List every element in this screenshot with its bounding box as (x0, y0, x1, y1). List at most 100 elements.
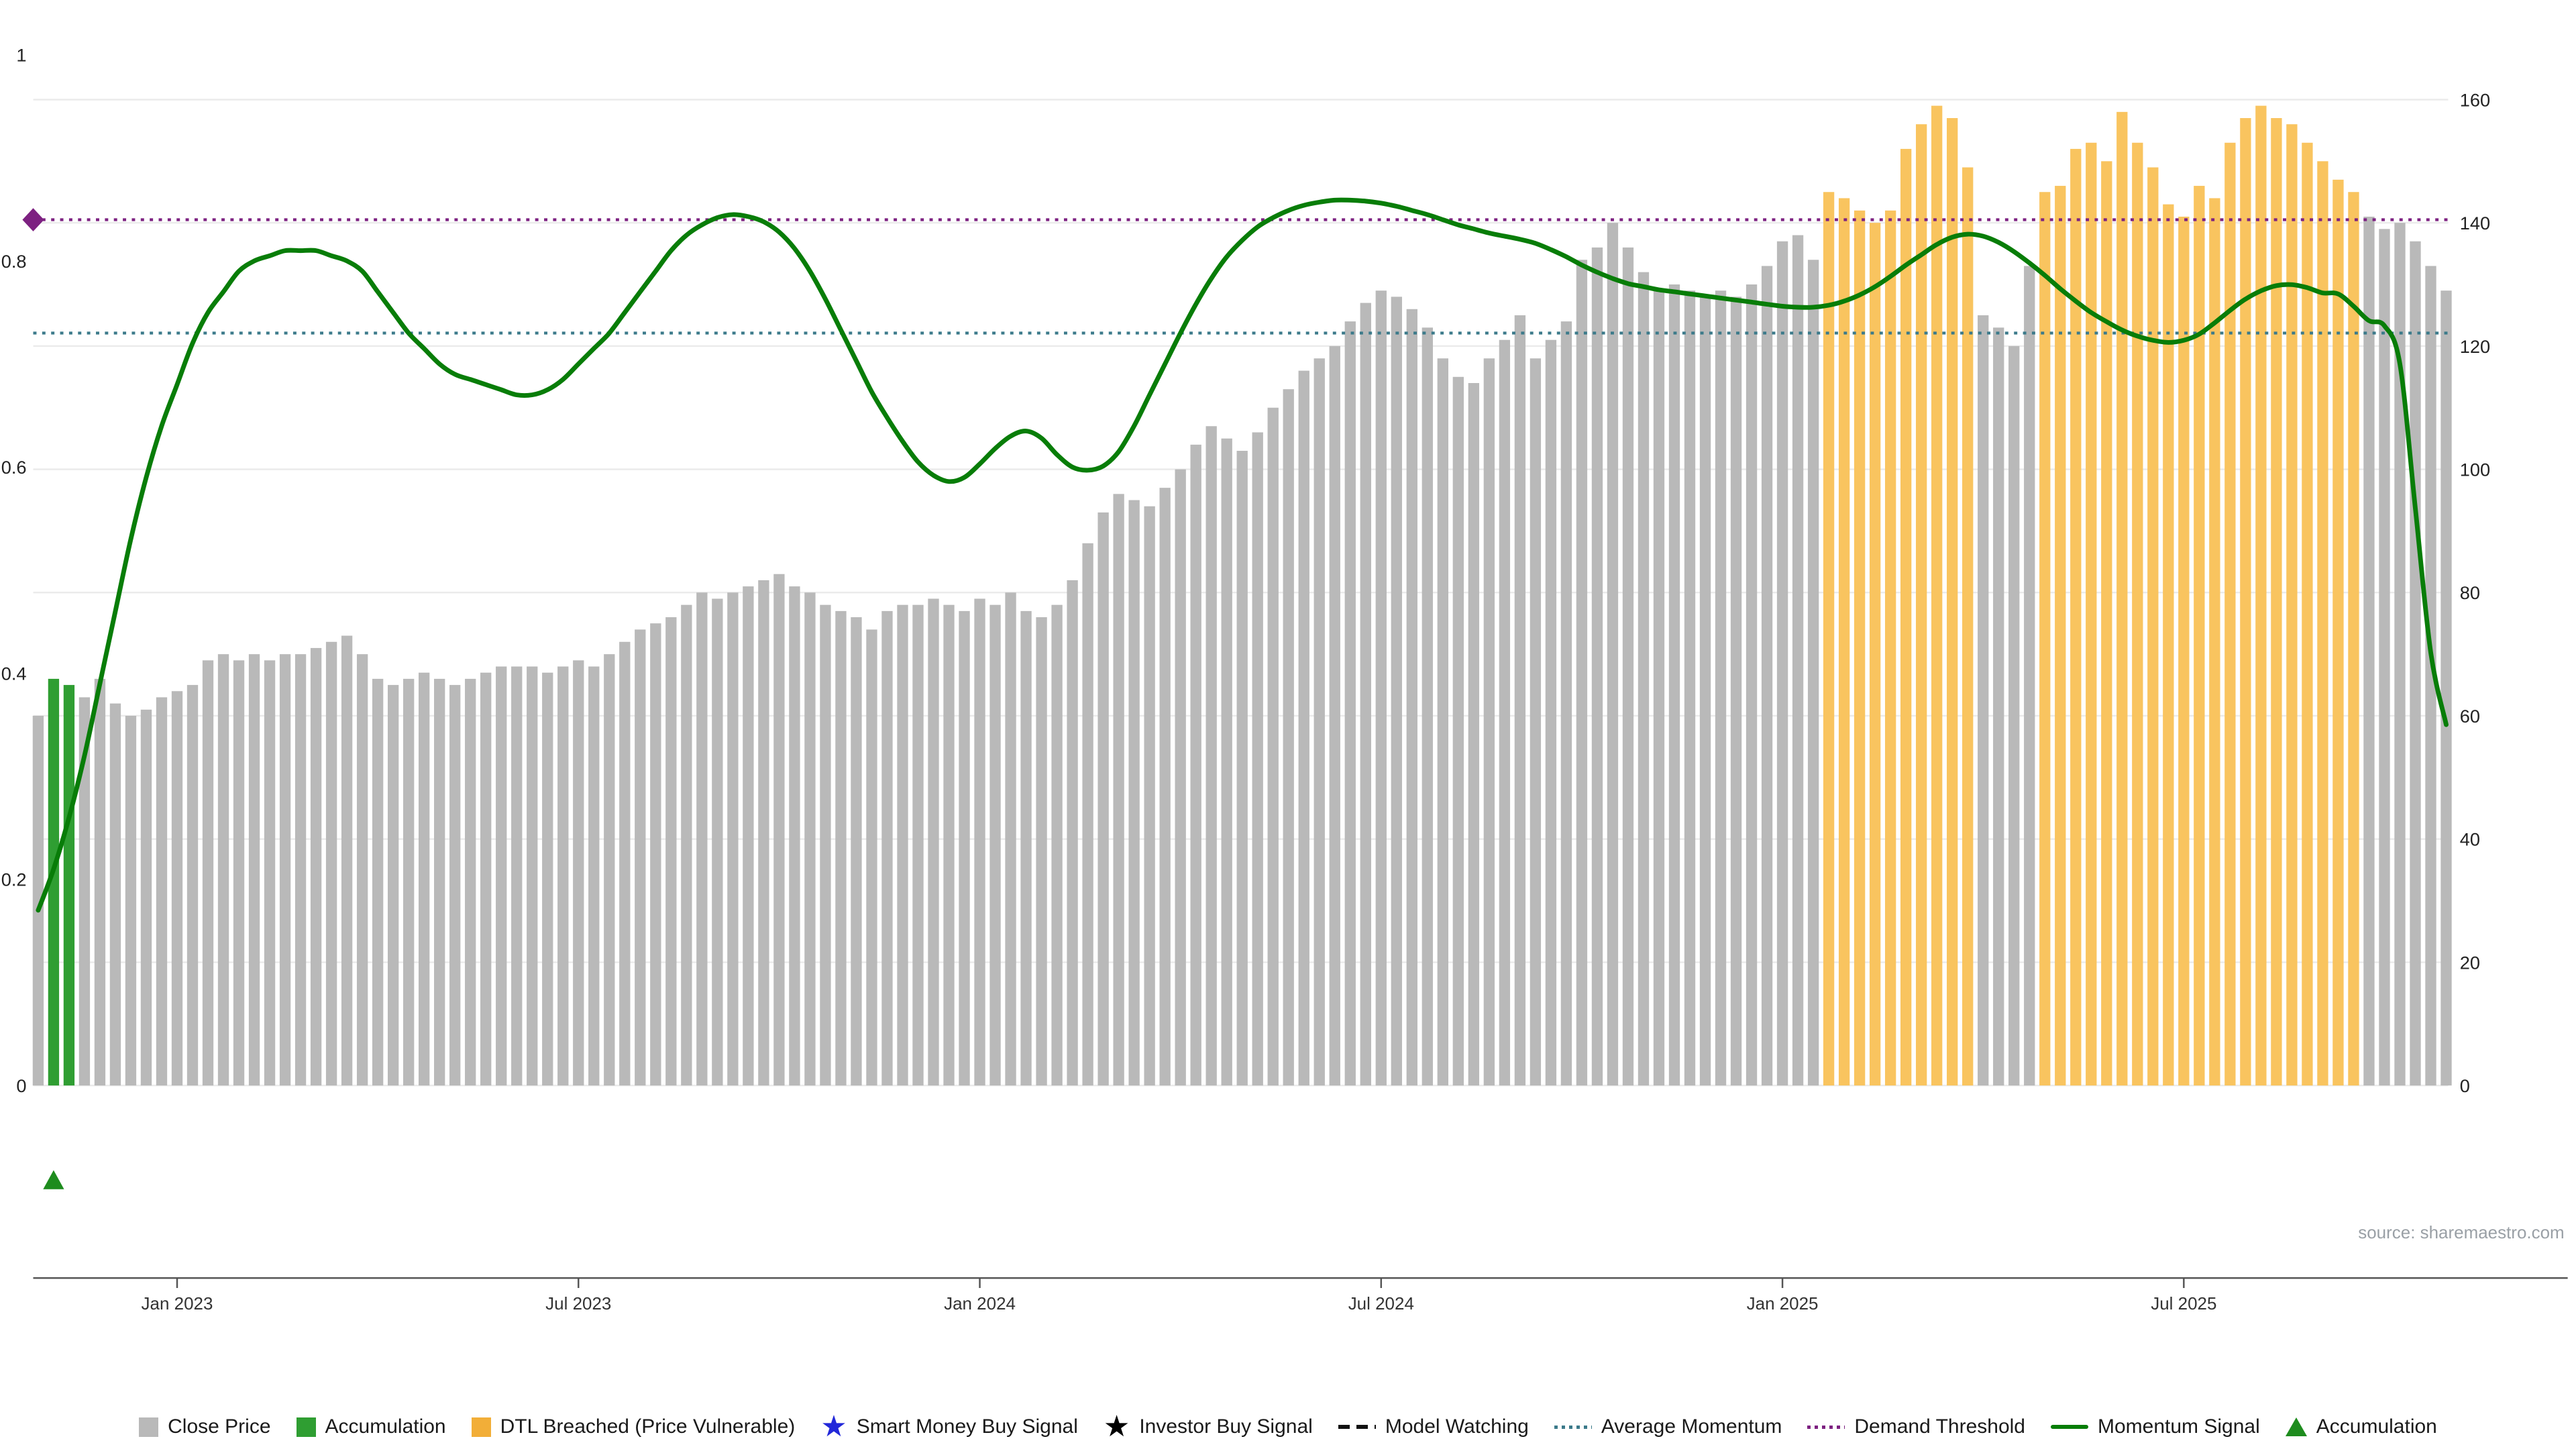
legend-label: Momentum Signal (2097, 1415, 2260, 1438)
close-price-bar (1684, 290, 1696, 1086)
close-price-bar (449, 685, 461, 1086)
close-price-bar (989, 604, 1001, 1086)
right-axis-label: 100 (2460, 460, 2490, 480)
close-price-bar (1360, 303, 1371, 1086)
close-price-bar (2008, 345, 2020, 1086)
accumulation-bar (48, 678, 60, 1086)
close-price-bar (294, 654, 307, 1086)
close-price-bar (1344, 321, 1356, 1086)
close-price-bar (2410, 241, 2421, 1086)
legend-item-accumulation-1: Accumulation (296, 1415, 446, 1438)
right-axis-label: 120 (2460, 336, 2490, 357)
momentum-signal-line (36, 197, 2449, 913)
close-price-bar (341, 635, 353, 1086)
close-price-bar (1020, 610, 1032, 1086)
left-axis-label: 0.2 (1, 869, 27, 890)
dtl-breached-bar (1838, 198, 1850, 1086)
close-price-bar (943, 604, 955, 1086)
close-price-bar (588, 666, 600, 1086)
legend-item-investor-buy-signal-4: ★ Investor Buy Signal (1104, 1412, 1313, 1442)
close-price-bar (820, 604, 831, 1086)
close-price-bar (1236, 451, 1248, 1086)
close-price-bar (557, 666, 569, 1086)
close-price-bar (696, 592, 708, 1086)
legend-label: DTL Breached (Price Vulnerable) (500, 1415, 796, 1438)
dtl-breached-bar (2070, 148, 2082, 1086)
close-price-bar (712, 598, 723, 1086)
close-price-bar (1375, 290, 1387, 1086)
legend-item-average-momentum-6: Average Momentum (1554, 1415, 1782, 1438)
close-price-bar (356, 654, 368, 1086)
blue-star-icon: ★ (820, 1410, 847, 1443)
legend-item-accumulation-9: Accumulation (2285, 1415, 2437, 1438)
close-price-bar (527, 666, 538, 1086)
close-price-bar (1560, 321, 1572, 1086)
dtl-breached-bar (1869, 223, 1881, 1086)
dotted-teal-line-icon (1554, 1425, 1592, 1429)
accumulation-triangle-icon (43, 1170, 64, 1189)
legend-label: Average Momentum (1601, 1415, 1782, 1438)
close-price-bar (573, 660, 584, 1086)
close-price-bar (1421, 327, 1433, 1086)
momentum-line-icon (2050, 1425, 2088, 1429)
close-price-bar (1283, 389, 1294, 1086)
close-price-bar (1746, 284, 1758, 1086)
close-price-bar (1607, 223, 1619, 1086)
right-axis-label: 140 (2460, 213, 2490, 233)
dtl-breached-bar (2116, 111, 2128, 1086)
close-price-bar (171, 691, 183, 1086)
close-price-bar (248, 654, 260, 1086)
close-price-bar (1468, 383, 1480, 1086)
close-price-bar (665, 617, 677, 1086)
close-price-bar (94, 678, 106, 1086)
close-price-bar (727, 592, 739, 1086)
close-price-bar (635, 629, 646, 1086)
close-price-bar (1159, 488, 1171, 1086)
dotted-purple-line-icon (1807, 1425, 1845, 1429)
left-axis-label: 0.4 (1, 663, 27, 684)
close-price-bar (1761, 266, 1773, 1086)
dtl-breached-bar (1931, 105, 1943, 1086)
close-price-bar (1638, 272, 1650, 1086)
close-price-bar (480, 672, 492, 1086)
close-price-bar (1452, 376, 1464, 1086)
left-axis-label: 0 (16, 1075, 26, 1096)
dtl-breached-bar (1962, 167, 1974, 1086)
close-price-bar (650, 623, 661, 1086)
left-axis-label: 1 (16, 45, 26, 66)
close-price-bar (974, 598, 985, 1086)
close-price-bar (881, 610, 893, 1086)
legend-item-smart-money-buy-signal-3: ★ Smart Money Buy Signal (820, 1410, 1078, 1443)
close-price-bar (1329, 345, 1340, 1086)
close-price-bar (140, 709, 152, 1086)
close-price-bar (1190, 444, 1201, 1086)
close-price-bar (1529, 358, 1542, 1086)
dtl-breached-bar (2055, 186, 2066, 1086)
close-price-bar (1097, 512, 1109, 1086)
close-price-bar (156, 697, 168, 1086)
legend-label: Demand Threshold (1854, 1415, 2025, 1438)
right-axis-label: 0 (2460, 1075, 2470, 1096)
dtl-breached-bar (2302, 142, 2313, 1086)
close-price-bar (109, 703, 121, 1086)
chart-legend: Close Price Accumulation DTL Breached (Pri… (0, 1410, 2576, 1443)
close-price-bar (619, 641, 631, 1086)
close-price-bar (1298, 370, 1309, 1086)
close-price-bar (465, 678, 476, 1086)
x-tick-label: Jul 2024 (1348, 1293, 1414, 1313)
close-price-bar (1175, 469, 1186, 1086)
close-price-bar (2394, 223, 2406, 1086)
legend-label: Model Watching (1385, 1415, 1529, 1438)
dtl-breached-bar (2132, 142, 2143, 1086)
dtl-breached-bar (1900, 148, 1912, 1086)
right-axis-label: 20 (2460, 952, 2480, 973)
threshold-diamond-icon (22, 208, 44, 231)
close-price-bar (372, 678, 384, 1086)
dtl-breached-bar (2348, 192, 2359, 1086)
close-price-bar (604, 654, 615, 1086)
right-axis-label: 60 (2460, 706, 2480, 727)
legend-label: Smart Money Buy Signal (856, 1415, 1078, 1438)
close-price-bar (959, 610, 970, 1086)
x-tick-label: Jul 2025 (2151, 1293, 2216, 1313)
